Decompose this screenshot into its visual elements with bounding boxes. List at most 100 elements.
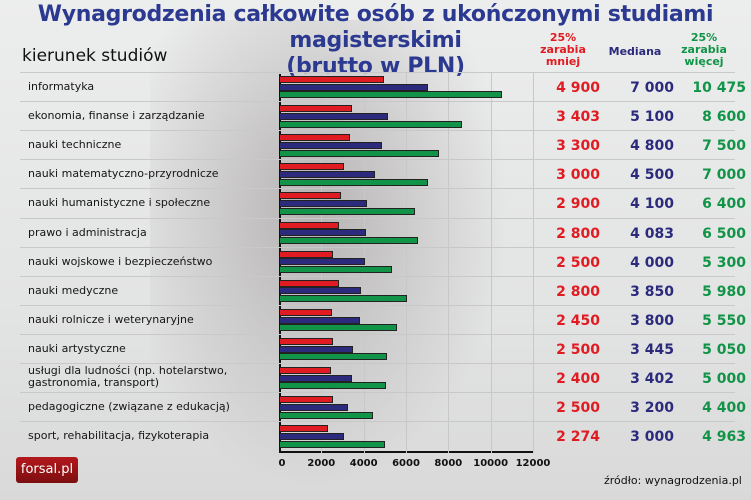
- col-high-line2: zarabia: [681, 43, 727, 56]
- column-header-median: Mediana: [608, 45, 662, 58]
- category-label: informatyka: [28, 81, 94, 93]
- value-low: 4 900: [556, 80, 600, 96]
- gridline: [279, 159, 533, 161]
- bar-median: [280, 229, 367, 237]
- bar-low: [280, 163, 344, 171]
- bar-high: [280, 178, 429, 186]
- bar-high: [280, 295, 407, 303]
- value-high: 7 500: [702, 138, 746, 155]
- value-median: 3 445: [630, 341, 674, 358]
- title-line-2: (brutto w PLN): [286, 54, 465, 79]
- bar-low: [280, 279, 340, 287]
- value-median: 4 083: [630, 225, 674, 242]
- category-label-line: prawo i administracja: [28, 225, 147, 239]
- row-divider: [20, 72, 735, 73]
- category-label: nauki techniczne: [28, 139, 121, 151]
- chart-title: Wynagrodzenia całkowite osób z ukończony…: [0, 2, 751, 80]
- bar-median: [280, 112, 388, 120]
- bar-low: [280, 221, 340, 229]
- bar-low: [280, 250, 333, 258]
- col-high-line1: 25%: [690, 31, 718, 44]
- value-high: 4 400: [702, 400, 746, 417]
- value-low: 2 274: [556, 429, 600, 446]
- bar-median: [280, 141, 382, 149]
- column-header-low: 25% zarabia mniej: [535, 32, 591, 68]
- bar-low: [280, 396, 333, 404]
- value-high: 5 980: [702, 283, 746, 300]
- category-label: prawo i administracja: [28, 225, 147, 239]
- x-tick-label: 4000: [349, 458, 378, 469]
- gridline: [279, 101, 533, 103]
- gridline: [448, 72, 450, 453]
- category-label-line: usługi dla ludności (np. hotelarstwo,: [28, 364, 228, 377]
- category-label-line: nauki medyczne: [28, 283, 119, 297]
- value-low: 2 900: [556, 196, 600, 213]
- category-label-line: sport, rehabilitacja, fizykoterapia: [28, 429, 210, 443]
- gridline: [279, 217, 533, 219]
- bar-low: [280, 367, 331, 374]
- bar-low: [280, 134, 350, 142]
- bar-median: [280, 258, 365, 266]
- col-low-line2: zarabia: [540, 43, 586, 56]
- col-high-line3: więcej: [684, 55, 724, 68]
- row-header: kierunek studiów: [22, 46, 168, 66]
- value-median: 4 500: [630, 167, 674, 184]
- category-label-line: nauki artystyczne: [28, 341, 126, 355]
- gridline: [279, 363, 533, 364]
- category-label: usługi dla ludności (np. hotelarstwo, gas…: [28, 365, 227, 389]
- category-label: ekonomia, finanse i zarządzanie: [28, 110, 205, 122]
- bar-high: [280, 411, 374, 419]
- value-median: 4 800: [630, 138, 674, 155]
- value-low: 3 403: [556, 109, 600, 126]
- value-median: 7 000: [630, 80, 674, 96]
- value-low: 2 800: [556, 283, 600, 300]
- bar-low: [280, 105, 353, 113]
- value-low: 2 800: [556, 225, 600, 242]
- value-low: 2 500: [556, 254, 600, 271]
- column-header-high: 25% zarabia więcej: [672, 32, 736, 68]
- bar-median: [280, 200, 367, 208]
- value-low: 3 000: [556, 167, 600, 184]
- bar-high: [280, 236, 418, 244]
- bar-chart-plot: [279, 72, 534, 453]
- bar-median: [280, 171, 376, 178]
- category-label: nauki medyczne: [28, 283, 119, 297]
- category-label-line: gastronomia, transport): [28, 376, 160, 389]
- bar-low: [280, 425, 329, 433]
- category-label-line: nauki matematyczno-przyrodnicze: [28, 167, 219, 181]
- category-label-line: pedagogiczne (związane z edukacją): [28, 400, 230, 414]
- x-tick-label: 0: [278, 458, 286, 469]
- value-low: 2 500: [556, 341, 600, 358]
- value-low: 2 450: [556, 312, 600, 329]
- bar-high: [280, 353, 387, 361]
- value-median: 4 000: [630, 254, 674, 271]
- value-high: 10 475: [692, 80, 746, 96]
- bar-high: [280, 207, 416, 215]
- bar-high: [280, 91, 502, 99]
- value-median: 3 200: [630, 400, 674, 417]
- col-low-line1: 25%: [549, 31, 577, 44]
- category-label-line: informatyka: [28, 80, 95, 93]
- title-line-1: Wynagrodzenia całkowite osób z ukończony…: [37, 2, 714, 53]
- gridline: [279, 333, 533, 335]
- value-median: 5 100: [630, 109, 674, 126]
- value-high: 5 550: [702, 312, 746, 329]
- category-label-line: nauki humanistyczne i społeczne: [28, 196, 211, 210]
- gridline: [490, 72, 492, 453]
- value-high: 6 500: [702, 225, 746, 242]
- category-label-line: nauki rolnicze i weterynaryjne: [28, 312, 194, 326]
- forsal-logo[interactable]: forsal.pl: [16, 457, 78, 483]
- category-label: nauki artystyczne: [28, 341, 126, 355]
- value-median: 3 850: [630, 283, 674, 300]
- category-label-line: nauki wojskowe i bezpieczeństwo: [28, 254, 213, 268]
- gridline: [279, 275, 533, 277]
- bar-median: [280, 374, 352, 382]
- value-median: 3 402: [630, 371, 674, 387]
- bar-high: [280, 149, 439, 157]
- table-row: ekonomia, finanse i zarządzanie 3 403 5 10…: [20, 101, 746, 130]
- table-row: informatyka 4 900 7 000 10 475: [20, 72, 746, 101]
- bar-low: [280, 337, 333, 345]
- value-high: 5 050: [702, 341, 746, 358]
- bar-median: [280, 287, 362, 295]
- value-low: 2 400: [556, 371, 600, 387]
